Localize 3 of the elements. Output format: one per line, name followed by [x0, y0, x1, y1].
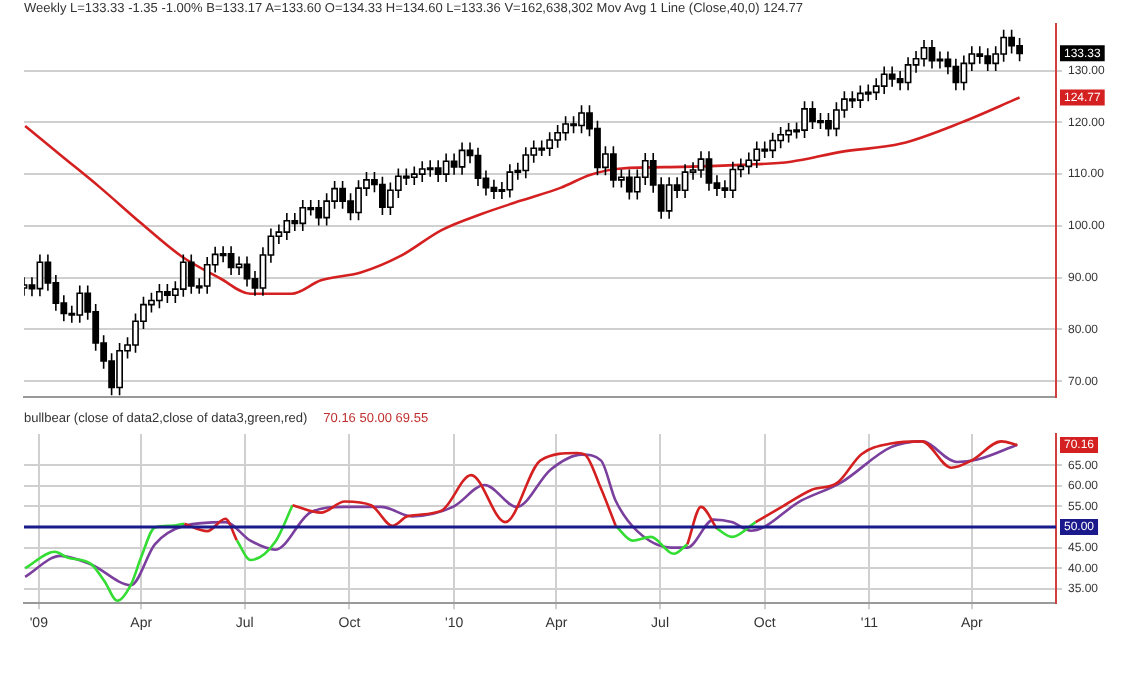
line-series — [24, 440, 1019, 587]
line-series — [24, 96, 1021, 296]
candlestick — [801, 100, 808, 139]
